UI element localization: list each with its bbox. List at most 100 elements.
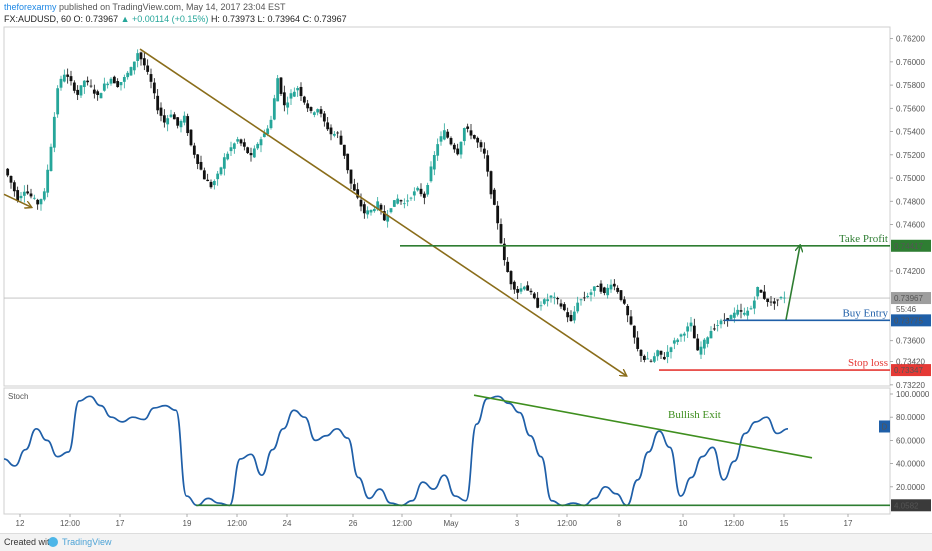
candle-body [462,128,466,142]
candle-body [616,287,620,292]
candle-body [176,117,180,126]
candle [29,188,33,199]
candle-body [562,304,566,311]
candle [449,136,453,146]
candle [26,184,30,195]
close-value: C: 0.73967 [302,14,347,24]
candle-body [282,92,286,106]
candle-body [782,297,786,299]
candle-body [652,356,656,362]
candle-body [19,195,23,199]
candle-body [606,287,610,296]
candle [136,49,140,68]
price-axis: 0.76200 0.76000 0.75800 0.75600 0.75400 0.752… [890,35,931,390]
candle-body [612,283,616,287]
candle-body [456,148,460,155]
candle-body [522,286,526,290]
candle-body [466,126,470,129]
candle-body [109,78,113,84]
candle-body [156,95,160,111]
candle [442,123,446,141]
candle [519,283,523,295]
time-tick-label: 15 [780,519,789,528]
candle [646,351,650,360]
candle [539,301,543,311]
candle [676,338,680,346]
candle-body [382,211,386,221]
candle [456,143,460,156]
candle [366,206,370,219]
candle [199,155,203,171]
candle-body [299,86,303,97]
candle [662,352,666,361]
candle [206,173,210,182]
change-value: ▲ +0.00114 (+0.15%) [120,14,209,24]
stoch-pane: Stoch 100.0000 80.0000 60.0000 40.0000 20.000… [3,390,931,512]
candle [282,85,286,112]
candle-body [476,137,480,143]
candle [6,167,10,178]
candle [462,127,466,146]
candle [132,61,136,75]
candle [636,331,640,352]
footer-bar: Created with TradingView [0,533,932,551]
candle [469,124,473,140]
candle-body [632,325,636,338]
price-chart[interactable]: Take Profit 0.74417 Buy Entry 0.73775 Stop l… [0,0,932,533]
candle [176,116,180,129]
candle [599,280,603,294]
candle [112,75,116,84]
candle [239,138,243,147]
candle [12,180,16,197]
candle [739,303,743,319]
candle-body [182,115,186,123]
candle-body [289,93,293,99]
candle [652,352,656,364]
candle-body [449,138,453,145]
candle [359,193,363,212]
candle [532,291,536,300]
candle-body [479,142,483,148]
author-link[interactable]: theforexarmy [4,2,57,12]
candle [259,136,263,153]
candle-body [542,299,546,304]
candle [669,346,673,359]
candle-body [609,284,613,290]
candle [79,85,83,98]
candle [752,296,756,315]
bullish-exit-trendline [473,394,813,459]
candle [592,286,596,297]
candle-body [389,208,393,213]
candle [52,112,56,153]
candle [269,115,273,130]
candle [506,257,510,273]
candle-body [29,193,33,197]
candle-body [762,291,766,299]
candle [202,167,206,180]
candle-body [369,209,373,213]
candle-body [566,312,570,318]
candle [159,102,163,122]
candle-body [26,191,30,194]
candle [542,298,546,306]
candle-body [352,184,356,191]
candle-body [59,78,63,88]
candle [189,129,193,147]
candle-body [639,349,643,356]
d-badge-text: D [882,422,888,431]
level-label: Take Profit [839,233,888,245]
tradingview-brand-link[interactable]: TradingView [62,537,112,547]
candle-body [362,204,366,214]
candle [572,306,576,324]
candle [766,298,770,307]
time-tick-label: 24 [283,519,292,528]
candle [272,94,276,121]
candle [152,78,156,100]
candle [106,81,110,89]
candle-body [752,300,756,309]
candle [119,81,123,91]
price-tick-label: 0.75600 [896,104,925,113]
candle [96,89,100,101]
candle [99,92,103,99]
candle-body [266,128,270,135]
